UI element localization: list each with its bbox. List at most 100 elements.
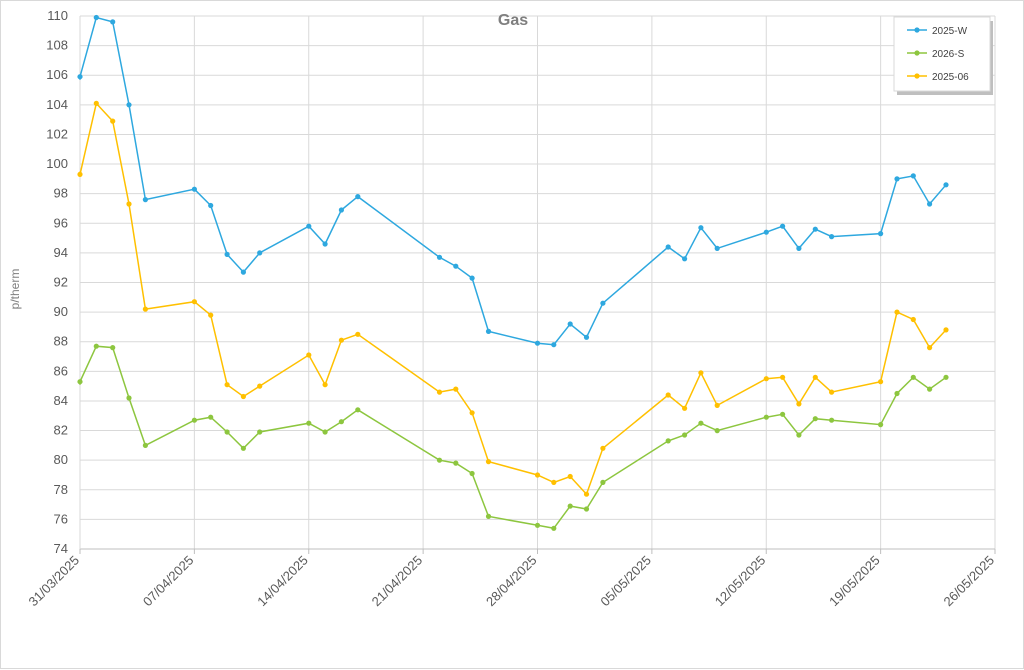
data-point	[355, 194, 361, 200]
data-point	[110, 19, 116, 25]
y-tick-label: 84	[54, 393, 68, 408]
data-point	[534, 472, 541, 478]
data-point	[257, 383, 263, 389]
legend-swatch-marker	[914, 73, 920, 79]
data-point	[191, 417, 197, 423]
data-point	[191, 186, 197, 192]
data-point	[126, 102, 132, 108]
data-point	[600, 445, 606, 451]
data-point	[126, 201, 132, 207]
data-point	[682, 405, 688, 411]
data-point	[240, 393, 246, 400]
data-point	[812, 416, 818, 422]
y-tick-label: 76	[54, 511, 68, 526]
data-point	[927, 201, 933, 207]
data-point	[910, 173, 916, 179]
x-tick-label: 31/03/2025	[25, 553, 82, 610]
data-point	[355, 407, 361, 413]
series-layer	[77, 14, 949, 531]
data-point	[77, 74, 83, 80]
data-point	[469, 470, 475, 477]
x-tick-label: 21/04/2025	[369, 553, 426, 610]
data-point	[534, 522, 541, 528]
data-point	[469, 410, 475, 416]
data-point	[878, 379, 884, 385]
data-point	[878, 422, 884, 428]
data-point	[600, 479, 606, 485]
series-line	[79, 101, 947, 496]
y-tick-label: 86	[54, 363, 68, 378]
data-point	[682, 256, 688, 262]
data-point	[714, 402, 720, 408]
series-2025-W	[77, 14, 949, 348]
data-point	[665, 244, 671, 250]
data-point	[338, 419, 344, 425]
data-point	[306, 420, 312, 426]
data-point	[551, 342, 557, 348]
data-point	[93, 100, 99, 106]
data-point	[714, 245, 720, 251]
y-tick-label: 108	[46, 38, 68, 53]
data-point	[110, 118, 116, 124]
x-tick-label: 28/04/2025	[483, 553, 540, 610]
data-point	[567, 473, 573, 480]
data-point	[698, 225, 704, 231]
series-line	[79, 16, 947, 346]
legend-label: 2025-06	[932, 72, 969, 83]
data-point	[453, 460, 459, 466]
data-point	[714, 428, 720, 434]
data-point	[240, 445, 246, 451]
data-point	[665, 438, 671, 444]
y-tick-label: 78	[54, 482, 68, 497]
y-tick-label: 88	[54, 334, 68, 349]
data-point	[77, 379, 83, 385]
data-point	[910, 374, 916, 380]
data-point	[698, 370, 704, 376]
series-2025-06	[77, 100, 949, 497]
data-point	[600, 300, 606, 306]
legend-label: 2025-W	[932, 26, 968, 37]
data-point	[829, 389, 835, 395]
data-point	[142, 306, 148, 312]
y-tick-label: 74	[54, 541, 68, 556]
data-point	[485, 513, 492, 520]
y-tick-label: 110	[47, 8, 68, 23]
data-point	[943, 327, 949, 333]
data-point	[436, 254, 443, 260]
data-point	[436, 389, 443, 395]
data-point	[567, 321, 573, 327]
data-point	[583, 491, 590, 497]
y-tick-label: 100	[46, 156, 68, 171]
data-point	[894, 176, 900, 182]
data-point	[306, 223, 312, 229]
data-point	[927, 345, 933, 351]
data-point	[665, 392, 671, 398]
y-tick-label: 90	[54, 304, 68, 319]
data-point	[224, 251, 230, 257]
data-point	[780, 411, 786, 417]
data-point	[355, 331, 361, 337]
data-point	[763, 414, 769, 420]
data-point	[485, 459, 492, 465]
data-point	[780, 374, 786, 380]
data-point	[812, 374, 818, 380]
data-point	[943, 182, 949, 188]
data-point	[142, 442, 148, 448]
data-point	[93, 14, 99, 21]
data-point	[698, 420, 704, 426]
x-tick-label: 14/04/2025	[254, 553, 311, 610]
data-point	[583, 334, 590, 340]
legend-swatch-marker	[914, 27, 920, 33]
y-tick-label: 94	[54, 245, 68, 260]
x-tick-label: 19/05/2025	[826, 553, 883, 610]
data-point	[567, 503, 573, 509]
data-point	[142, 197, 148, 203]
x-tick-label: 07/04/2025	[140, 553, 197, 610]
data-point	[191, 299, 197, 305]
legend-item: 2026-S	[907, 49, 965, 60]
data-point	[322, 429, 328, 435]
data-point	[763, 376, 769, 382]
data-point	[208, 312, 214, 318]
data-point	[583, 506, 590, 512]
